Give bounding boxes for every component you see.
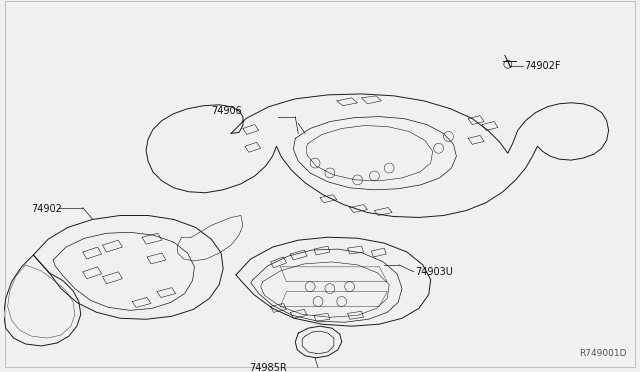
Text: R749001D: R749001D [579,349,627,358]
Text: 74985R: 74985R [249,363,287,372]
Text: 74906: 74906 [211,106,242,116]
Text: 74902F: 74902F [525,61,561,71]
Text: 74903U: 74903U [415,267,452,277]
Text: 74902: 74902 [31,203,62,214]
